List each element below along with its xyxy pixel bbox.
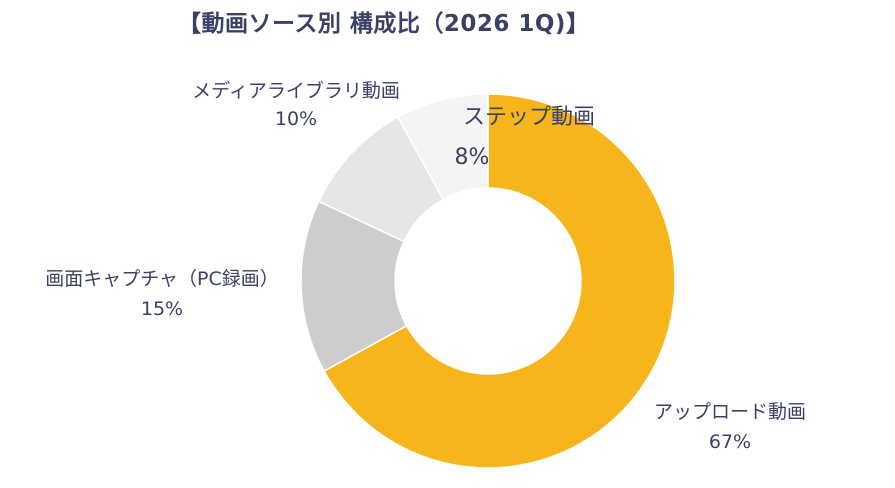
- slice-labels: アップロード動画 67% 画面キャプチャ（PC録画） 15% メディアライブラリ動画 10…: [45, 79, 806, 453]
- slice-4-label: ステップ動画: [463, 105, 595, 130]
- slice-4: [396, 93, 489, 201]
- slice-1-percent: 67%: [709, 431, 751, 453]
- slice-2-percent: 15%: [141, 298, 183, 320]
- slice-1: [323, 93, 676, 469]
- slice-2: [300, 200, 408, 373]
- slice-3-label: メディアライブラリ動画: [192, 79, 400, 102]
- chart-title: 【動画ソース別 構成比（2026 1Q)】: [178, 11, 590, 37]
- slice-2-label: 画面キャプチャ（PC録画）: [45, 268, 279, 290]
- slice-4-percent: 8%: [455, 145, 490, 170]
- slice-1-label: アップロード動画: [654, 401, 806, 423]
- slice-3-percent: 10%: [275, 108, 317, 130]
- donut-slices: [300, 93, 676, 469]
